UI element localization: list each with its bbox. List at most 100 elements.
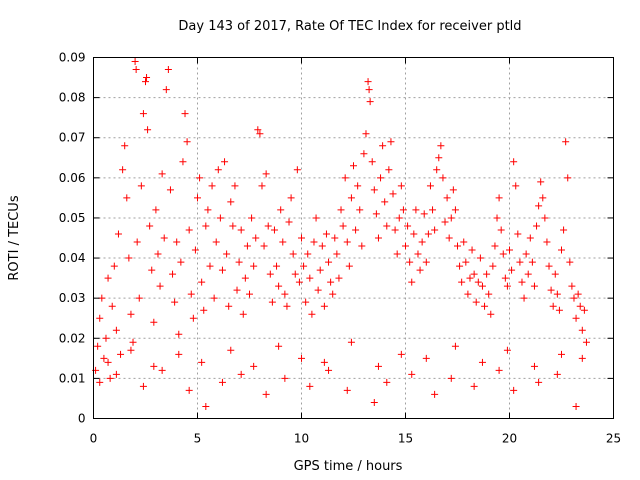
data-point: [524, 270, 532, 278]
data-point: [104, 358, 112, 366]
data-point: [499, 250, 507, 258]
data-point: [468, 246, 476, 254]
x-tick-labels: 0 5 10 15 20 25: [90, 432, 621, 446]
data-point: [144, 126, 152, 134]
data-point: [102, 334, 110, 342]
data-point: [562, 138, 570, 146]
data-point: [397, 350, 405, 358]
data-point: [260, 242, 268, 250]
data-point: [164, 66, 172, 74]
data-point: [218, 266, 226, 274]
data-points: [92, 58, 590, 410]
data-point: [221, 158, 229, 166]
data-point: [304, 250, 312, 258]
data-point: [270, 226, 278, 234]
data-point: [368, 158, 376, 166]
data-point: [262, 390, 270, 398]
data-point: [210, 294, 218, 302]
data-point: [354, 182, 362, 190]
data-point: [483, 270, 491, 278]
plot-frame: [93, 57, 614, 419]
data-point: [171, 298, 179, 306]
data-point: [578, 326, 586, 334]
data-point: [252, 234, 260, 242]
y-tick-label: 0.01: [59, 371, 86, 385]
data-point: [553, 290, 561, 298]
data-point: [287, 194, 295, 202]
data-point: [370, 398, 378, 406]
data-point: [185, 226, 193, 234]
data-point: [227, 198, 235, 206]
data-point: [429, 206, 437, 214]
data-point: [320, 302, 328, 310]
data-point: [568, 282, 576, 290]
data-point: [402, 242, 409, 250]
data-point: [243, 242, 251, 250]
data-point: [393, 250, 401, 258]
data-point: [547, 286, 555, 294]
y-tick-labels: 0 0.01 0.02 0.03 0.04 0.05 0.06 0.07 0.08 0.09: [59, 51, 86, 426]
data-point: [555, 306, 563, 314]
data-point: [117, 350, 125, 358]
data-point: [150, 362, 158, 370]
data-point: [337, 206, 345, 214]
data-point: [347, 194, 355, 202]
data-point: [310, 238, 318, 246]
data-point: [458, 278, 466, 286]
data-point: [528, 258, 536, 266]
data-point: [526, 234, 534, 242]
data-point: [582, 338, 590, 346]
data-point: [277, 206, 285, 214]
data-point: [254, 126, 262, 134]
data-point: [414, 250, 422, 258]
data-point: [169, 270, 177, 278]
data-point: [447, 214, 455, 222]
data-point: [360, 150, 368, 158]
data-point: [462, 258, 470, 266]
data-point: [175, 330, 183, 338]
data-point: [451, 342, 459, 350]
y-tick-label: 0: [78, 412, 86, 426]
data-point: [316, 266, 324, 274]
data-point: [229, 222, 237, 230]
data-point: [478, 358, 486, 366]
data-point: [370, 186, 378, 194]
data-point: [478, 282, 486, 290]
data-point: [412, 206, 420, 214]
data-point: [399, 206, 407, 214]
data-point: [308, 310, 316, 318]
data-point: [493, 214, 501, 222]
x-tick-label: 0: [90, 432, 98, 446]
data-point: [142, 78, 149, 86]
data-point: [460, 238, 468, 246]
data-point: [202, 222, 210, 230]
data-point: [250, 362, 258, 370]
data-point: [191, 246, 199, 254]
data-point: [173, 238, 181, 246]
data-point: [298, 234, 305, 242]
data-point: [464, 290, 472, 298]
data-point: [127, 346, 135, 354]
data-point: [535, 378, 543, 386]
data-point: [262, 170, 270, 178]
data-point: [408, 278, 416, 286]
y-tick-label: 0.02: [59, 331, 86, 345]
data-point: [433, 166, 441, 174]
data-point: [223, 250, 231, 258]
data-point: [543, 238, 551, 246]
data-point: [112, 370, 120, 378]
data-point: [325, 366, 333, 374]
data-point: [501, 274, 509, 282]
data-point: [431, 226, 439, 234]
data-point: [283, 302, 291, 310]
data-point: [204, 206, 212, 214]
data-point: [406, 258, 414, 266]
data-point: [508, 266, 516, 274]
data-point: [356, 206, 364, 214]
grid-lines: [93, 57, 614, 419]
data-point: [194, 194, 201, 202]
data-point: [580, 306, 588, 314]
data-point: [133, 238, 141, 246]
data-point: [325, 258, 333, 266]
data-point: [441, 218, 449, 226]
